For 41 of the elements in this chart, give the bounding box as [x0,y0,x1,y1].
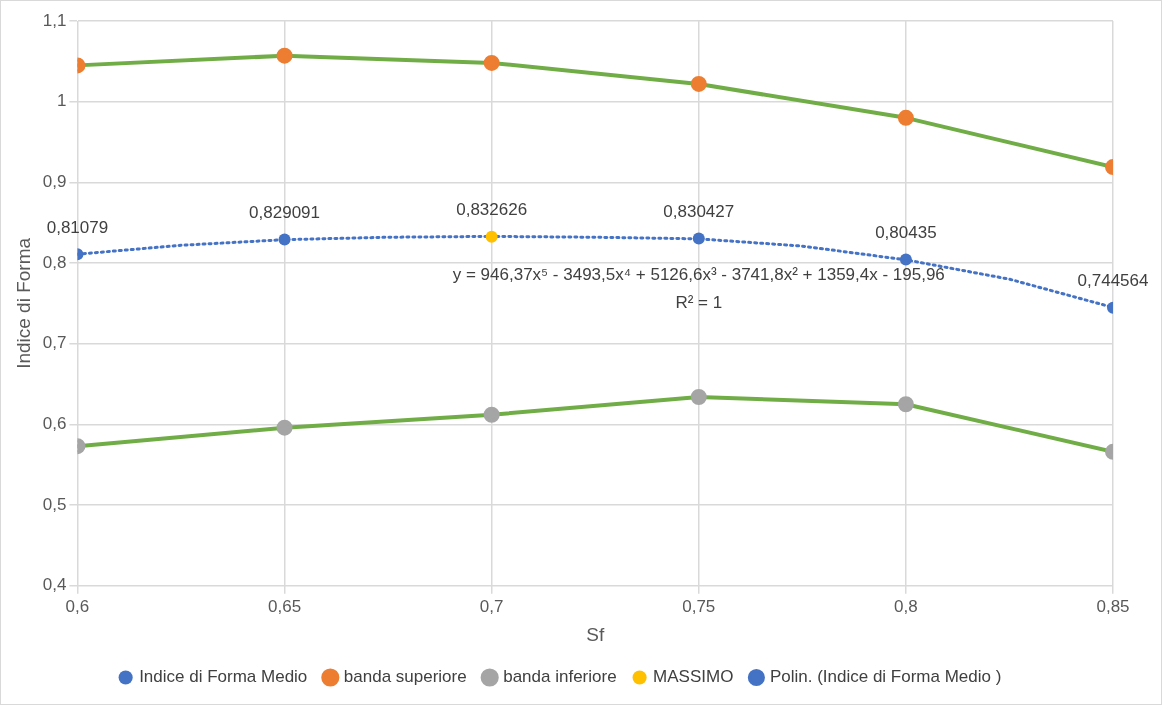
point [276,419,293,436]
point [897,109,914,126]
point [276,47,293,64]
x-tick-label: 0,7 [479,596,504,616]
point [692,232,705,245]
y-tick-label: 0,8 [42,252,67,272]
point [690,389,707,405]
data-label: 0,829091 [249,202,320,222]
data-label: 0,832626 [456,199,528,219]
x-axis-title: Sf [586,623,605,645]
point [278,233,291,246]
y-tick-label: 0,6 [42,414,67,434]
point [897,396,914,413]
x-tick-label: 0,6 [65,596,90,616]
annotation: R² = 1 [675,292,723,312]
y-tick-label: 0,5 [42,494,67,514]
point [483,406,500,423]
point [899,253,912,266]
x-tick-label: 0,75 [682,596,716,616]
point [483,54,500,71]
point [485,230,498,243]
legend-label: banda superiore [343,667,467,687]
x-tick-label: 0,65 [268,596,302,616]
x-tick-label: 0,85 [1096,596,1130,616]
data-label: 0,744564 [1077,270,1149,290]
data-label: 0,80435 [875,222,937,242]
y-tick-label: 1,1 [42,10,67,30]
y-tick-label: 0,4 [42,575,67,595]
y-axis-title: Indice di Forma [12,237,34,369]
legend-label: Polin. (Indice di Forma Medio ) [769,667,1002,687]
data-label: 0,81079 [46,217,109,237]
x-tick-label: 0,8 [894,596,918,616]
legend-label: banda inferiore [503,667,617,687]
data-label: 0,830427 [663,201,735,221]
point [690,75,707,92]
y-tick-label: 0,9 [42,172,67,192]
legend-label: Indice di Forma Medio [139,667,308,687]
annotation: y = 946,37x⁵ - 3493,5x⁴ + 5126,6x³ - 3741,8x² + 1359,4x - 195,96 [452,264,945,284]
y-tick-label: 1 [56,91,67,111]
y-tick-label: 0,7 [42,333,67,353]
legend-label: MASSIMO [653,667,734,687]
